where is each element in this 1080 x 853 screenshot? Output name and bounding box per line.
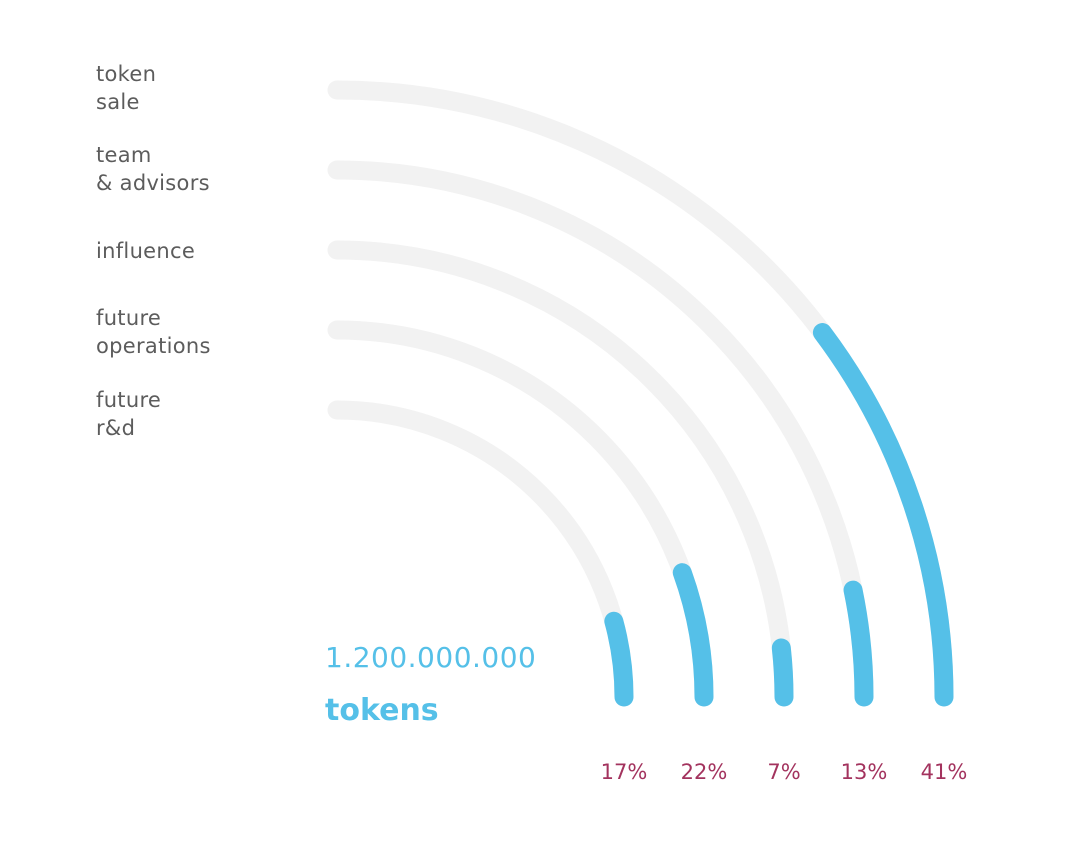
arc-value-future-operations [672, 563, 714, 707]
percent-label-team-and-advisors: 13% [840, 760, 888, 784]
arc-value-future-randd [604, 611, 634, 707]
arc-value-influence [771, 638, 794, 707]
arc-track-team-and-advisors [327, 160, 874, 707]
percent-label-token-sale: 41% [920, 760, 968, 784]
percent-label-future-randd: 17% [600, 760, 648, 784]
category-label-team-and-advisors: team & advisors [96, 143, 210, 195]
arc-track-influence [327, 240, 794, 707]
percent-label-influence: 7% [767, 760, 801, 784]
category-label-influence: influence [96, 239, 196, 263]
arc-value-token-sale [812, 323, 954, 707]
category-label-future-operations: future operations [96, 306, 211, 358]
category-label-future-randd: future r&d [96, 388, 162, 440]
percent-label-future-operations: 22% [680, 760, 728, 784]
arc-value-team-and-advisors [843, 580, 874, 707]
total-token-unit: tokens [325, 693, 439, 728]
total-token-count: 1.200.000.000 [325, 641, 537, 674]
category-label-token-sale: token sale [96, 62, 157, 114]
